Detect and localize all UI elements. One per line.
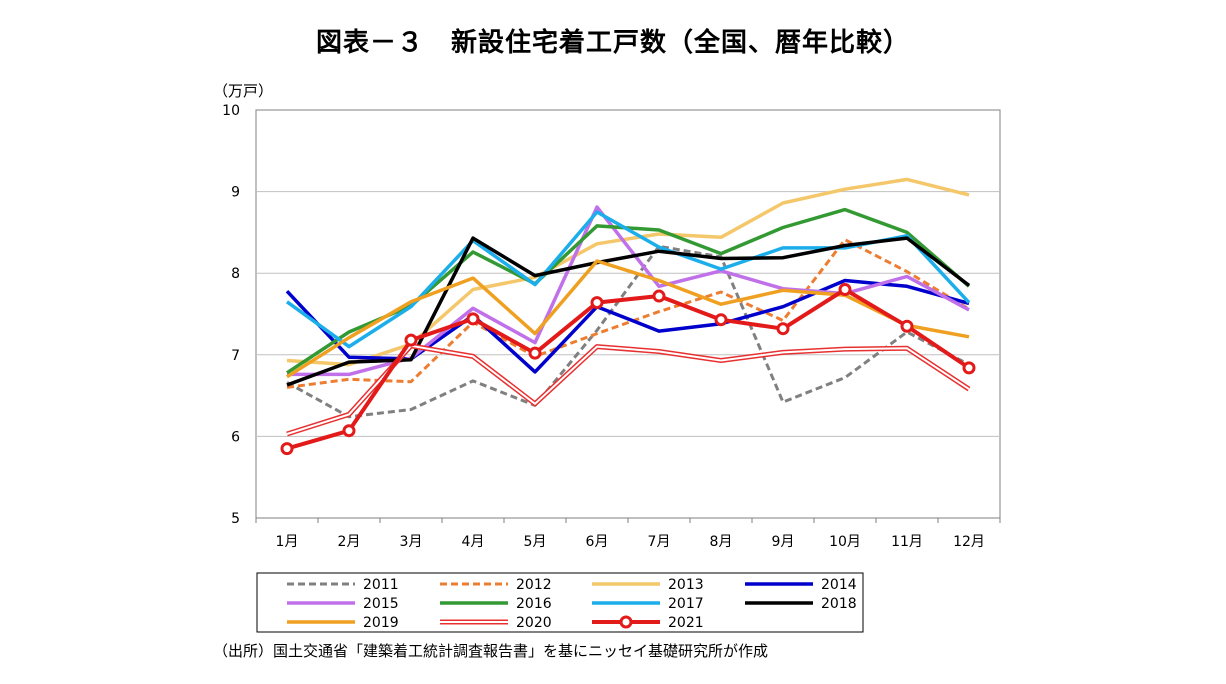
x-tick-label: 1月	[276, 534, 299, 550]
legend-label: 2019	[363, 615, 399, 631]
x-tick-label: 10月	[829, 534, 861, 550]
series-2011	[286, 244, 970, 419]
y-axis-unit-label: （万戸）	[213, 82, 274, 100]
series-line	[286, 244, 970, 419]
y-tick-label: 10	[222, 103, 240, 119]
x-tick-label: 2月	[338, 534, 361, 550]
data-point	[404, 333, 418, 347]
legend-item-2015: 2015	[287, 596, 399, 612]
series-line	[286, 177, 970, 367]
x-tick-label: 8月	[710, 534, 733, 550]
x-tick-label: 3月	[400, 534, 423, 550]
legend-label: 2015	[363, 596, 399, 612]
legend-label: 2012	[516, 577, 552, 593]
legend-label: 2016	[516, 596, 552, 612]
data-point	[342, 424, 356, 438]
data-point	[528, 346, 542, 360]
data-point	[652, 289, 666, 303]
data-point	[900, 319, 914, 333]
legend-item-2014: 2014	[745, 577, 857, 593]
legend-item-2020: 2020	[440, 615, 552, 631]
y-tick-label: 9	[231, 185, 240, 201]
x-tick-label: 4月	[462, 534, 485, 550]
legend-item-2016: 2016	[440, 596, 552, 612]
series-2013	[286, 177, 970, 367]
data-point	[466, 312, 480, 326]
y-tick-label: 6	[231, 429, 240, 445]
y-tick-label: 8	[231, 266, 240, 282]
legend: 2011 2012 2013 2014 2015 2016 2017 2018 2019 2020…	[287, 577, 857, 631]
x-tick-label: 7月	[648, 534, 671, 550]
x-tick-label: 11月	[891, 534, 923, 550]
data-point	[590, 296, 604, 310]
source-note: （出所）国土交通省「建築着工統計調査報告書」を基にニッセイ基礎研究所が作成	[213, 642, 769, 660]
legend-item-2013: 2013	[592, 577, 704, 593]
y-axis-ticks: 5 6 7 8 9 10	[222, 103, 240, 527]
series-2019	[286, 259, 970, 379]
legend-item-2019: 2019	[287, 615, 399, 631]
series-line	[286, 259, 970, 379]
plot-area	[255, 109, 1001, 519]
legend-label: 2017	[668, 596, 704, 612]
series-lines	[280, 177, 976, 456]
y-tick-label: 5	[231, 511, 240, 527]
legend-item-2021: 2021	[592, 615, 704, 631]
series-line	[286, 287, 971, 451]
legend-label: 2018	[821, 596, 857, 612]
legend-item-2017: 2017	[592, 596, 704, 612]
data-point	[714, 313, 728, 327]
x-tick-label: 9月	[772, 534, 795, 550]
y-tick-label: 7	[231, 348, 240, 364]
chart-title: 図表－３ 新設住宅着工戸数（全国、暦年比較）	[315, 28, 910, 58]
x-tick-label: 12月	[953, 534, 985, 550]
data-point	[838, 283, 852, 297]
legend-label: 2014	[821, 577, 857, 593]
legend-marker	[619, 615, 633, 629]
series-2012	[286, 238, 970, 389]
data-point	[280, 442, 294, 456]
data-point	[962, 361, 976, 375]
legend-item-2018: 2018	[745, 596, 857, 612]
legend-label: 2013	[668, 577, 704, 593]
legend-item-2011: 2011	[287, 577, 399, 593]
legend-label: 2011	[363, 577, 399, 593]
legend-label: 2020	[516, 615, 552, 631]
legend-item-2012: 2012	[440, 577, 552, 593]
series-2021	[280, 283, 976, 456]
legend-label: 2021	[668, 615, 704, 631]
x-tick-label: 6月	[586, 534, 609, 550]
series-line	[286, 238, 970, 389]
x-axis-ticks: 1月 2月 3月 4月 5月 6月 7月 8月 9月 10月 11月 12月	[255, 518, 1001, 550]
data-point	[776, 322, 790, 336]
x-tick-label: 5月	[524, 534, 547, 550]
